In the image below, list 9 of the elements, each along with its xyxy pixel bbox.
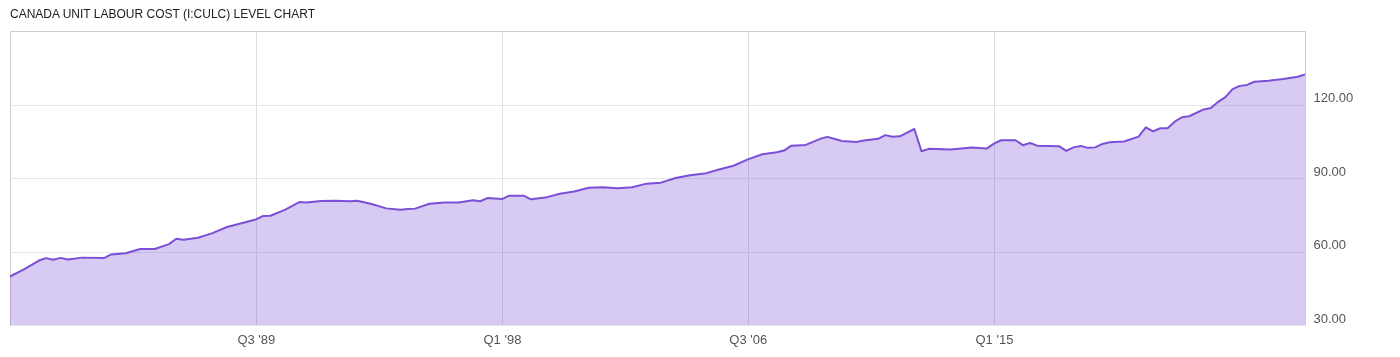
x-tick-label: Q3 '89 [237, 331, 276, 347]
chart-title: CANADA UNIT LABOUR COST (I:CULC) LEVEL CHART [10, 7, 316, 21]
y-tick-label: 90.00 [1313, 163, 1347, 179]
y-tick-label: 120.00 [1313, 90, 1354, 105]
x-tick-label: Q3 '06 [729, 331, 768, 347]
y-tick-label: 60.00 [1313, 237, 1347, 252]
x-tick-label: Q1 '98 [483, 331, 522, 347]
y-tick-label: 30.00 [1313, 310, 1347, 326]
x-tick-label: Q1 '15 [975, 331, 1014, 347]
